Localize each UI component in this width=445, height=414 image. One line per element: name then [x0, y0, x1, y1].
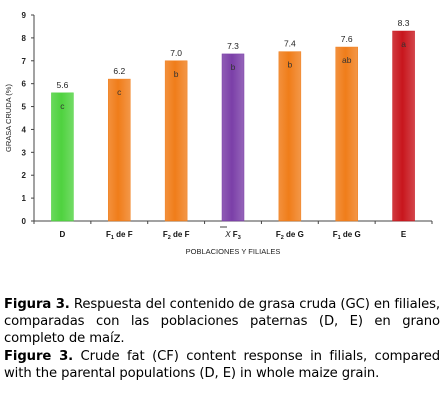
- bar: [108, 78, 131, 222]
- significance-letter: b: [287, 60, 292, 70]
- bar: [278, 51, 302, 222]
- significance-letter: c: [117, 87, 122, 97]
- chart-area: 0 1 2 3 4 5 6 7 8 9 GRASA CRUDA (%) 5.6 c D 6.2 c F1 de …: [4, 11, 433, 256]
- bar-value-label: 7.0: [170, 48, 182, 58]
- x-tick-label: D: [60, 230, 66, 239]
- y-tick-label: 7: [22, 57, 27, 66]
- bar: [335, 46, 358, 222]
- significance-letter: ab: [342, 55, 352, 65]
- y-tick-label: 6: [22, 80, 27, 89]
- y-tick-label: 4: [22, 125, 27, 134]
- bar: [392, 30, 415, 222]
- x-tick-label: F2 de G: [276, 230, 304, 241]
- y-tick-label: 5: [22, 103, 27, 112]
- caption-spanish: Figura 3. Respuesta del contenido de gra…: [4, 296, 440, 347]
- caption-english: Figure 3. Crude fat (CF) content respons…: [4, 348, 440, 382]
- bar-value-label: 7.4: [284, 39, 296, 49]
- bar: [221, 53, 245, 222]
- y-tick-label: 8: [22, 34, 27, 43]
- x-tick-label: F1 de G: [333, 230, 361, 241]
- caption-en-label: Figure 3.: [4, 349, 74, 364]
- x-tick-label: F1 de F: [106, 230, 133, 241]
- bar-value-label: 7.6: [341, 34, 353, 44]
- caption-es-text: Respuesta del contenido de grasa cruda (…: [4, 297, 441, 346]
- x-tick-label: E: [401, 230, 407, 239]
- y-tick-label: 9: [22, 11, 27, 20]
- x-tick-label: X F3: [224, 230, 241, 241]
- significance-letter: b: [231, 62, 236, 72]
- caption-es-label: Figura 3.: [4, 297, 70, 312]
- y-tick-label: 2: [22, 171, 27, 180]
- significance-letter: c: [60, 101, 65, 111]
- y-tick-label: 1: [22, 194, 27, 203]
- y-tick-label: 3: [22, 148, 27, 157]
- caption-en-text: Crude fat (CF) content response in filia…: [4, 349, 440, 381]
- bar-value-label: 6.2: [113, 66, 125, 76]
- bar-value-label: 5.6: [57, 80, 69, 90]
- bar-value-label: 8.3: [398, 18, 410, 28]
- x-tick-label: F2 de F: [163, 230, 190, 241]
- y-axis-title: GRASA CRUDA (%): [4, 84, 13, 152]
- x-axis-title: POBLACIONES Y FILIALES: [186, 247, 281, 256]
- significance-letter: a: [401, 39, 406, 49]
- bar-chart: 0 1 2 3 4 5 6 7 8 9 GRASA CRUDA (%) 5.6 c D 6.2 c F1 de …: [4, 11, 433, 256]
- bar: [164, 60, 188, 222]
- bar-value-label: 7.3: [227, 41, 239, 51]
- bar: [51, 92, 74, 222]
- y-tick-label: 0: [22, 217, 27, 226]
- significance-letter: b: [174, 69, 179, 79]
